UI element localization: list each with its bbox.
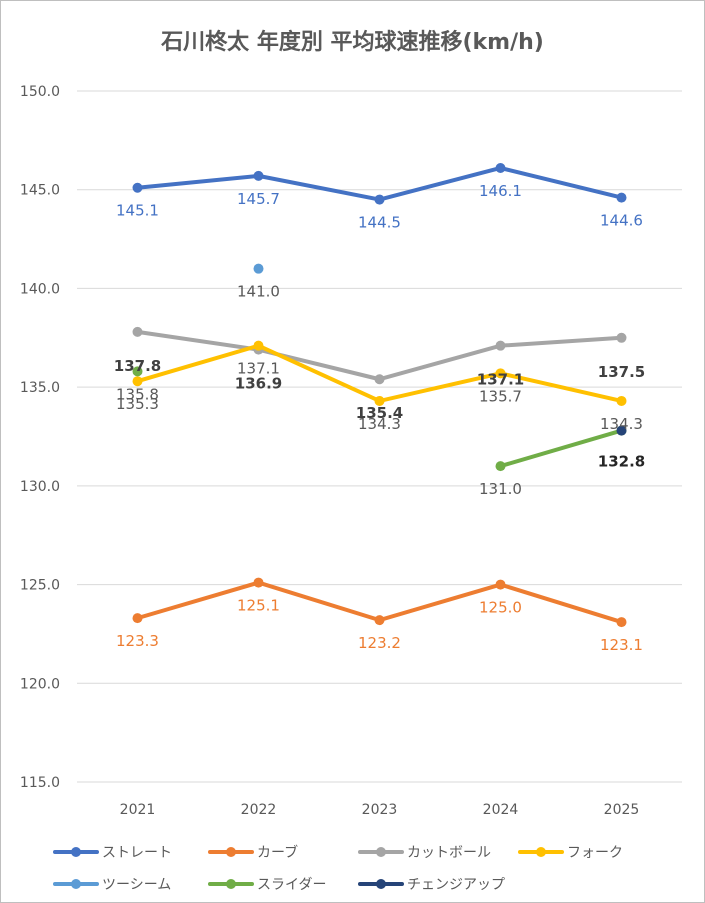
data-point [495,368,506,379]
data-label: 132.8 [598,453,645,471]
series-line-segment [498,582,624,625]
data-label: 141.0 [237,283,280,301]
data-label: 145.7 [237,190,280,208]
data-label: 137.5 [598,363,645,381]
data-label: 135.7 [479,387,522,405]
series-line-segment [377,371,503,403]
series-line-segment [498,335,624,348]
data-label: 131.0 [479,480,522,498]
legend-label: フォーク [567,845,623,861]
legend-label: チェンジアップ [407,877,505,893]
data-point [253,170,264,181]
data-label: 144.5 [358,214,401,232]
legend-label: カーブ [257,844,298,861]
series-line-segment [256,580,382,623]
series-line-segment [135,173,261,190]
data-label: 137.1 [237,360,280,378]
data-point [374,194,385,205]
x-tick-label: 2023 [362,802,398,818]
data-label: 136.9 [235,375,282,393]
data-label: 146.1 [479,182,522,200]
y-tick-label: 130.0 [20,479,60,495]
data-label: 135.8 [116,385,159,403]
series-line-segment [377,165,503,202]
y-tick-label: 135.0 [20,380,60,396]
series-line-segment [377,343,503,382]
data-label: 123.3 [116,632,159,650]
data-point [616,395,627,406]
data-point [495,579,506,590]
data-point [495,461,506,472]
chart-title: 石川柊太 年度別 平均球速推移(km/h) [161,30,544,55]
legend-marker [376,847,386,857]
data-point [374,615,385,626]
series-line-segment [256,173,382,202]
data-label: 137.1 [477,371,524,389]
legend-marker [226,847,236,857]
data-label: 144.6 [600,212,643,230]
data-point [616,617,627,628]
series-line-segment [135,329,261,352]
data-label: 123.1 [600,636,643,654]
data-label: 134.3 [358,415,401,433]
data-point [495,162,506,173]
data-point [132,376,143,387]
data-label: 137.8 [114,357,161,375]
data-point [616,332,627,343]
data-point [374,395,385,406]
data-label: 134.3 [600,415,643,433]
legend-marker [376,879,386,889]
y-tick-label: 120.0 [20,676,60,692]
data-label: 145.1 [116,202,159,220]
series-line-segment [135,580,261,621]
data-point [374,374,385,385]
data-point [495,340,506,351]
series-line-segment [256,343,382,403]
data-label: 135.3 [116,395,159,413]
data-point [132,366,143,377]
data-label: 125.1 [237,597,280,615]
series-line-segment [377,582,503,623]
legend-marker [71,879,81,889]
legend-label: スライダー [257,877,326,893]
legend-label: ストレート [102,845,172,861]
series-line-segment [498,165,624,200]
legend-label: ツーシーム [102,877,171,893]
data-label: 125.0 [479,599,522,617]
data-label: 135.4 [356,404,403,422]
x-tick-label: 2025 [604,802,640,818]
data-point [616,425,627,436]
y-tick-label: 140.0 [20,281,60,297]
series-line-segment [135,343,261,384]
legend-marker [226,879,236,889]
data-point [253,340,264,351]
series-line-segment [498,371,624,403]
data-point [132,182,143,193]
data-point [132,326,143,337]
data-point [616,192,627,203]
x-tick-label: 2021 [120,802,156,818]
x-tick-label: 2022 [241,802,277,818]
data-point [132,613,143,624]
series-line-segment [498,428,624,469]
data-point [253,577,264,588]
data-point [253,263,264,274]
legend-marker [71,847,81,857]
y-tick-label: 145.0 [20,183,60,199]
y-tick-label: 115.0 [20,775,60,791]
data-label: 123.2 [358,634,401,652]
x-tick-label: 2024 [483,802,519,818]
y-tick-label: 150.0 [20,84,60,100]
legend-label: カットボール [407,845,491,861]
legend-marker [536,847,546,857]
y-tick-label: 125.0 [20,578,60,594]
